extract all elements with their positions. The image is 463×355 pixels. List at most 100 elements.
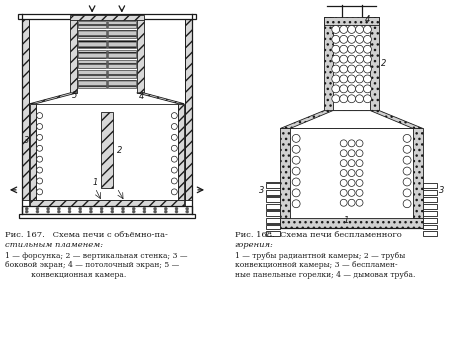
Bar	[266, 197, 280, 202]
Bar	[422, 183, 436, 188]
Circle shape	[37, 145, 43, 151]
Circle shape	[37, 113, 43, 119]
Bar	[108, 70, 135, 78]
Bar	[78, 31, 106, 38]
Circle shape	[339, 36, 347, 43]
Circle shape	[37, 189, 43, 195]
Circle shape	[347, 160, 354, 166]
Circle shape	[339, 150, 346, 157]
Circle shape	[339, 55, 347, 63]
Bar	[323, 17, 379, 26]
Bar	[108, 40, 135, 48]
Text: горения:: горения:	[234, 241, 273, 249]
Bar	[185, 18, 192, 200]
Circle shape	[171, 124, 177, 130]
Circle shape	[143, 207, 145, 210]
Circle shape	[339, 65, 347, 73]
Circle shape	[331, 65, 339, 73]
Circle shape	[339, 45, 347, 53]
Circle shape	[79, 207, 81, 210]
Circle shape	[355, 26, 363, 33]
Circle shape	[339, 95, 347, 103]
Circle shape	[355, 180, 362, 186]
Bar	[323, 17, 332, 111]
Circle shape	[171, 135, 177, 140]
Bar	[30, 200, 184, 206]
Circle shape	[89, 207, 92, 210]
Circle shape	[175, 210, 178, 213]
Circle shape	[355, 189, 362, 196]
Circle shape	[292, 145, 300, 153]
Bar	[22, 206, 192, 214]
Bar	[266, 218, 280, 223]
Polygon shape	[289, 111, 412, 129]
Circle shape	[339, 180, 346, 186]
Bar	[412, 129, 422, 218]
Circle shape	[347, 65, 355, 73]
Bar	[266, 211, 280, 215]
Bar	[137, 18, 144, 93]
Bar	[369, 17, 379, 111]
Text: 3: 3	[438, 186, 443, 195]
Circle shape	[132, 210, 135, 213]
Circle shape	[36, 207, 39, 210]
Circle shape	[153, 207, 156, 210]
Circle shape	[347, 55, 355, 63]
Circle shape	[347, 189, 354, 196]
Bar	[78, 50, 106, 58]
Circle shape	[37, 178, 43, 184]
Circle shape	[363, 55, 370, 63]
Bar	[266, 231, 280, 236]
Circle shape	[111, 210, 113, 213]
Bar	[266, 183, 280, 188]
Bar	[78, 60, 106, 68]
Circle shape	[292, 135, 300, 142]
Text: 2: 2	[381, 59, 386, 68]
Circle shape	[132, 207, 135, 210]
Bar	[78, 40, 106, 48]
Circle shape	[331, 36, 339, 43]
Circle shape	[37, 156, 43, 162]
Text: 5: 5	[72, 91, 77, 100]
Text: 1 — трубы радиантной камеры; 2 — трубы
конвекционной камеры; 3 — беспламен-
ные : 1 — трубы радиантной камеры; 2 — трубы к…	[234, 252, 414, 279]
Circle shape	[347, 150, 354, 157]
Circle shape	[57, 207, 60, 210]
Circle shape	[339, 26, 347, 33]
Text: 3: 3	[258, 186, 263, 195]
Polygon shape	[30, 93, 77, 104]
Bar	[108, 31, 135, 38]
Bar	[78, 80, 106, 88]
Bar	[422, 225, 436, 229]
Circle shape	[171, 167, 177, 173]
Bar	[78, 21, 106, 28]
Text: 4: 4	[138, 92, 144, 101]
Circle shape	[331, 26, 339, 33]
Circle shape	[57, 210, 60, 213]
Circle shape	[347, 45, 355, 53]
Text: 1: 1	[92, 178, 97, 187]
Circle shape	[347, 36, 355, 43]
Bar	[78, 70, 106, 78]
Circle shape	[171, 156, 177, 162]
Circle shape	[153, 210, 156, 213]
Bar	[280, 129, 289, 218]
Text: 2: 2	[117, 146, 122, 155]
Bar	[36, 104, 178, 200]
Circle shape	[402, 156, 410, 164]
Circle shape	[347, 170, 354, 176]
Circle shape	[100, 210, 103, 213]
Circle shape	[171, 113, 177, 119]
Bar	[266, 204, 280, 209]
Text: стильным пламенем:: стильным пламенем:	[5, 241, 103, 249]
Bar	[422, 204, 436, 209]
Circle shape	[347, 180, 354, 186]
Circle shape	[355, 75, 363, 83]
Circle shape	[355, 160, 362, 166]
Circle shape	[355, 95, 363, 103]
Circle shape	[292, 200, 300, 208]
Circle shape	[37, 167, 43, 173]
Circle shape	[339, 199, 346, 206]
Circle shape	[171, 145, 177, 151]
Bar	[178, 104, 184, 200]
Text: Рис. 168.  Схема печи беспламенного: Рис. 168. Схема печи беспламенного	[234, 231, 400, 240]
